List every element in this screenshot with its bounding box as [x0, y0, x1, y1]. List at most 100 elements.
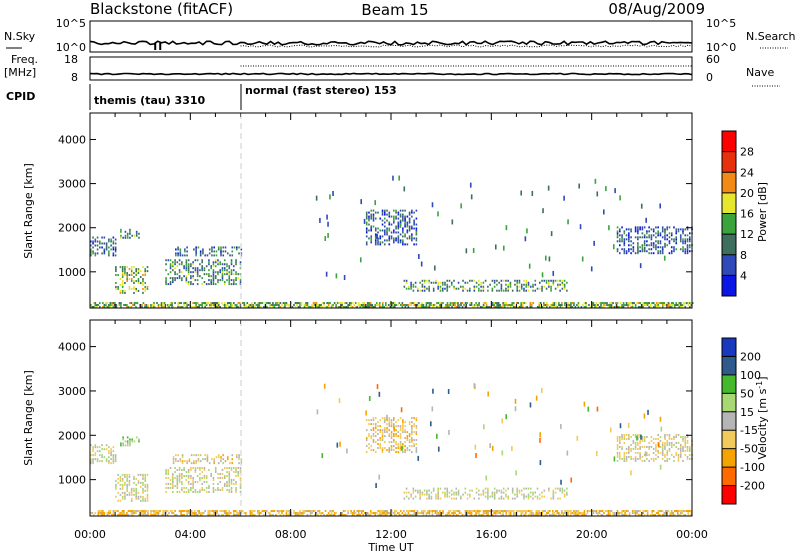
echo-cell — [303, 306, 306, 309]
echo-cell — [276, 510, 279, 513]
echo-cell — [193, 462, 195, 465]
echo-cell — [320, 306, 322, 309]
echo-cell — [389, 302, 392, 305]
echo-cell — [221, 476, 224, 479]
echo-cell — [663, 512, 666, 515]
echo-cell — [175, 460, 177, 463]
echo-cell — [578, 183, 580, 189]
echo-cell — [208, 259, 210, 262]
echo-cell — [141, 306, 143, 309]
echo-cell — [648, 441, 650, 444]
echo-cell — [399, 449, 402, 452]
echo-cell — [201, 265, 203, 268]
nsky-tick-top: 10^5 — [56, 17, 86, 30]
echo-cell — [309, 510, 312, 513]
echo-cell — [90, 250, 92, 253]
echo-cell — [670, 252, 673, 255]
echo-cell — [458, 306, 461, 309]
echo-cell — [166, 510, 169, 513]
echo-cell — [516, 489, 519, 492]
echo-cell — [421, 285, 424, 288]
echo-cell — [126, 487, 128, 490]
echo-cell — [147, 514, 149, 517]
echo-cell — [99, 306, 101, 309]
echo-cell — [400, 407, 403, 413]
echo-cell — [261, 302, 264, 305]
echo-cell — [643, 302, 646, 305]
echo-cell — [325, 271, 328, 277]
echo-cell — [309, 306, 312, 309]
echo-cell — [168, 304, 170, 307]
echo-cell — [567, 219, 569, 225]
echo-cell — [165, 472, 167, 475]
echo-cell — [464, 302, 467, 305]
echo-cell — [108, 450, 110, 453]
echo-cell — [505, 283, 507, 286]
echo-cell — [641, 250, 644, 253]
echo-cell — [90, 248, 92, 251]
echo-cell — [275, 514, 277, 517]
echo-cell — [213, 246, 216, 249]
echo-cell — [96, 236, 99, 239]
echo-cell — [496, 283, 498, 286]
echo-cell — [631, 304, 634, 307]
echo-cell — [669, 514, 672, 517]
echo-cell — [682, 302, 685, 305]
echo-cell — [327, 304, 330, 307]
echo-cell — [581, 256, 584, 262]
echo-cell — [616, 445, 619, 448]
echo-cell — [323, 514, 325, 517]
echo-cell — [502, 491, 505, 494]
echo-cell — [217, 261, 219, 264]
echo-cell — [221, 277, 224, 280]
echo-cell — [195, 250, 197, 253]
echo-cell — [232, 283, 235, 286]
echo-cell — [136, 302, 139, 305]
echo-cell — [362, 304, 365, 307]
echo-cell — [619, 423, 622, 429]
echo-cell — [423, 287, 426, 290]
echo-cell — [287, 304, 289, 307]
echo-cell — [690, 306, 693, 309]
echo-cell — [664, 510, 667, 513]
echo-cell — [181, 488, 183, 491]
echo-cell — [550, 285, 552, 288]
echo-cell — [523, 493, 525, 496]
echo-cell — [480, 493, 482, 496]
echo-cell — [126, 274, 128, 277]
echo-cell — [128, 274, 131, 277]
echo-cell — [641, 226, 644, 229]
echo-cell — [356, 510, 358, 513]
echo-cell — [153, 510, 155, 513]
echo-cell — [212, 275, 215, 278]
echo-cell — [225, 510, 228, 513]
echo-cell — [142, 291, 144, 294]
echo-cell — [238, 510, 241, 513]
echo-cell — [634, 236, 637, 239]
echo-cell — [144, 479, 147, 482]
echo-cell — [661, 246, 664, 249]
echo-cell — [212, 277, 215, 280]
echo-cell — [657, 512, 659, 515]
echo-cell — [238, 462, 240, 465]
echo-cell — [573, 514, 575, 517]
echo-cell — [165, 470, 167, 473]
echo-cell — [503, 302, 506, 305]
echo-cell — [631, 302, 634, 305]
echo-cell — [118, 512, 121, 515]
echo-cell — [221, 267, 224, 270]
echo-cell — [238, 454, 240, 457]
echo-cell — [623, 248, 626, 251]
echo-cell — [418, 302, 420, 305]
echo-cell — [524, 512, 527, 515]
echo-cell — [616, 240, 619, 243]
echo-cell — [96, 252, 99, 255]
echo-cell — [673, 246, 675, 249]
echo-cell — [603, 304, 605, 307]
echo-cell — [485, 510, 488, 513]
echo-cell — [381, 229, 384, 232]
echo-cell — [623, 242, 626, 245]
echo-cell — [386, 306, 389, 309]
echo-cell — [179, 460, 182, 463]
echo-cell — [623, 455, 626, 458]
